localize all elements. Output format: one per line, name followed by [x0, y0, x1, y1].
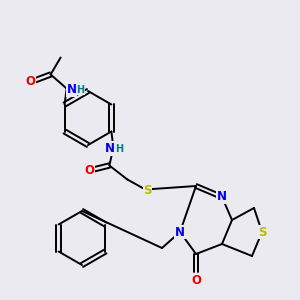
Text: S: S [258, 226, 266, 238]
Text: O: O [84, 164, 94, 177]
Text: S: S [143, 184, 152, 197]
Text: O: O [191, 274, 201, 286]
Text: N: N [175, 226, 185, 238]
Text: H: H [76, 85, 85, 94]
Text: N: N [67, 83, 76, 96]
Text: N: N [104, 142, 114, 155]
Text: N: N [217, 190, 227, 203]
Text: H: H [115, 143, 123, 154]
Text: O: O [26, 75, 36, 88]
